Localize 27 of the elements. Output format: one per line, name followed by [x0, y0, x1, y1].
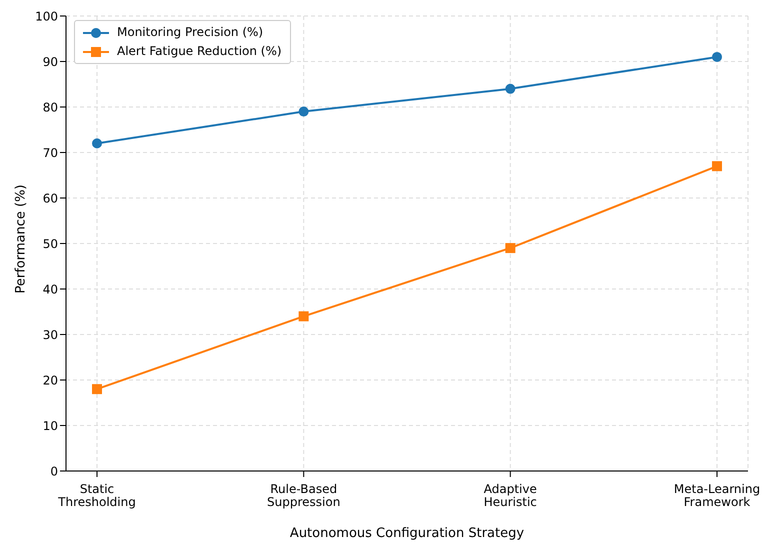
y-tick-label: 50 [42, 236, 58, 251]
y-tick-label: 60 [42, 191, 58, 206]
point [92, 384, 102, 394]
y-tick-label: 10 [42, 418, 58, 433]
x-axis-title: Autonomous Configuration Strategy [290, 526, 524, 541]
y-tick-label: 80 [42, 100, 58, 114]
x-tick-label: Static Thresholding [57, 482, 136, 509]
point [505, 84, 516, 94]
y-tick-label: 70 [42, 146, 58, 160]
x-tick-label: Meta-Learning Framework [674, 482, 760, 509]
y-tick-label: 90 [42, 54, 58, 69]
y-tick-label: 100 [35, 9, 58, 24]
point [505, 243, 516, 254]
y-tick-label: 30 [42, 328, 58, 342]
y-tick-label: 40 [42, 282, 58, 296]
x-tick-label: Rule-Based Suppression [267, 482, 340, 509]
point [298, 311, 309, 322]
point [712, 52, 722, 62]
point [92, 138, 102, 148]
y-tick-label: 0 [50, 464, 58, 478]
legend-label: Monitoring Precision (%) [117, 24, 264, 41]
y-tick-label: 20 [42, 373, 58, 388]
x-tick-label: Adaptive Heuristic [484, 482, 537, 509]
legend-label: Alert Fatigue Reduction (%) [117, 43, 282, 60]
y-axis-title: Performance (%) [14, 184, 29, 294]
point [712, 161, 722, 172]
point [298, 106, 309, 117]
